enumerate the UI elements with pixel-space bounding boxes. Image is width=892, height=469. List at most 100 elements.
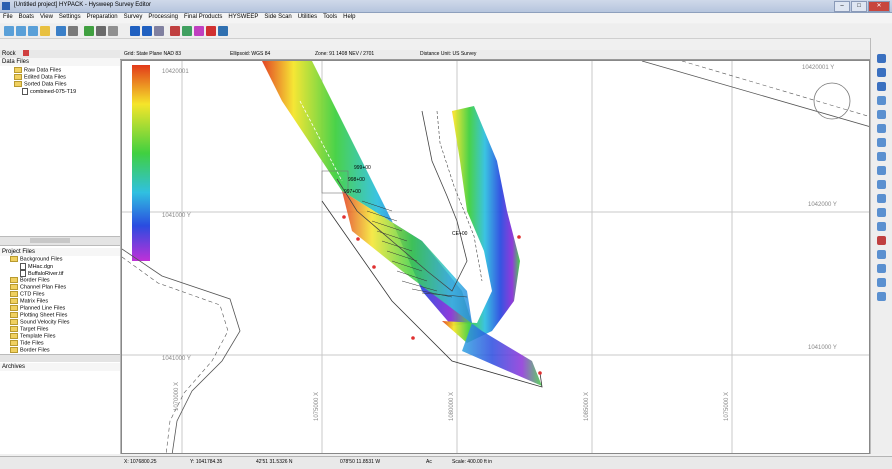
file-icon (20, 270, 26, 277)
menu-hysweep[interactable]: HYSWEEP (228, 14, 259, 20)
menu-side-scan[interactable]: Side Scan (264, 14, 292, 20)
menu-utilities[interactable]: Utilities (297, 14, 318, 20)
tree-label: Raw Data Files (24, 67, 62, 74)
north-icon[interactable] (877, 166, 886, 175)
tree-matrix-files[interactable]: Matrix Files (10, 298, 48, 305)
tree-tide-files[interactable]: Tide Files (10, 340, 44, 347)
map-tools-toolbar (870, 38, 892, 454)
tree-label: Planned Line Files (20, 305, 66, 312)
open-icon[interactable] (16, 26, 26, 36)
color-icon[interactable] (194, 26, 204, 36)
status-lon: 078'50 11.8531 W (340, 459, 381, 465)
tree-combined-file[interactable]: combined-075-T19 (22, 88, 76, 96)
delete-icon[interactable] (206, 26, 216, 36)
grid-icon[interactable] (170, 26, 180, 36)
new-icon[interactable] (4, 26, 14, 36)
zoom-out-icon[interactable] (142, 26, 152, 36)
marker-circle (813, 82, 851, 120)
x-label: 1080000 X (449, 391, 455, 421)
folder-icon (10, 326, 18, 332)
survey-icon[interactable] (84, 26, 94, 36)
tree-raw-data[interactable]: Raw Data Files (14, 67, 61, 74)
close-button[interactable]: ✕ (868, 1, 890, 12)
folder-icon (10, 291, 18, 297)
edit-icon[interactable] (96, 26, 106, 36)
horizontal-scrollbar[interactable] (0, 236, 120, 246)
x-label: 1085000 X (584, 391, 590, 421)
tree-planned-line-files[interactable]: Planned Line Files (10, 305, 65, 312)
tree-mhac-file[interactable]: MHac.dgn (20, 263, 53, 271)
grid-info: Grid: State Plane NAD 83 (124, 51, 181, 57)
station-label: 999+00 (354, 165, 371, 171)
measure-icon[interactable] (877, 110, 886, 119)
menu-final-products[interactable]: Final Products (184, 14, 223, 20)
layers-icon[interactable] (182, 26, 192, 36)
save-icon[interactable] (28, 26, 38, 36)
tree-border-files[interactable]: Border Files (10, 277, 50, 284)
print-icon[interactable] (108, 26, 118, 36)
tree-label: Sound Velocity Files (20, 319, 70, 326)
status-bar: X: 1076800.25 Y: 1041784.35 42'51 31.532… (0, 456, 892, 469)
tree-buffalo-file[interactable]: BuffaloRiver.tif (20, 270, 63, 278)
boundary-line (122, 248, 241, 453)
scale-icon[interactable] (877, 278, 886, 287)
tree-channel-plan-files[interactable]: Channel Plan Files (10, 284, 66, 291)
target-icon[interactable] (877, 194, 886, 203)
refresh-icon[interactable] (877, 124, 886, 133)
settings-icon[interactable] (68, 26, 78, 36)
tree-border-files-2[interactable]: Border Files (10, 347, 50, 354)
export-icon[interactable] (218, 26, 228, 36)
tree-sorted-data[interactable]: Sorted Data Files (14, 81, 67, 88)
label-icon[interactable] (877, 250, 886, 259)
panel-title-text: Rock (2, 51, 16, 57)
pan-icon[interactable] (877, 96, 886, 105)
panel-title: Rock (0, 50, 120, 58)
outer-outline (321, 200, 543, 388)
grid-label: 1041000 Y (162, 213, 191, 219)
folder-icon[interactable] (40, 26, 50, 36)
menu-processing[interactable]: Processing (148, 14, 179, 20)
maximize-button[interactable]: □ (851, 1, 867, 12)
minimize-button[interactable]: – (834, 1, 850, 12)
zoom-icon[interactable] (877, 68, 886, 77)
file-icon (22, 88, 28, 95)
center-icon[interactable] (877, 138, 886, 147)
info-icon[interactable] (877, 292, 886, 301)
tree-target-files[interactable]: Target Files (10, 326, 48, 333)
tree-template-files[interactable]: Template Files (10, 333, 55, 340)
pencil-icon[interactable] (877, 208, 886, 217)
arrow-icon[interactable] (877, 222, 886, 231)
menu-preparation[interactable]: Preparation (86, 14, 118, 20)
menu-settings[interactable]: Settings (58, 14, 81, 20)
menu-tools[interactable]: Tools (323, 14, 338, 20)
tree-plotting-sheet-files[interactable]: Plotting Sheet Files (10, 312, 67, 319)
grid-toggle-icon[interactable] (877, 264, 886, 273)
menu-boats[interactable]: Boats (18, 14, 35, 20)
zoom-in-icon[interactable] (130, 26, 140, 36)
pan-icon[interactable] (154, 26, 164, 36)
horizontal-scrollbar-2[interactable] (0, 354, 120, 362)
menu-survey[interactable]: Survey (123, 14, 143, 20)
tree-edited-data[interactable]: Edited Data Files (14, 74, 66, 81)
tree-background-files[interactable]: Background Files (10, 256, 63, 263)
rotate-icon[interactable] (877, 152, 886, 161)
menu-file[interactable]: File (3, 14, 13, 20)
tree-ctd-files[interactable]: CTD Files (10, 291, 44, 298)
title-bar: [Untitled project] HYPACK - Hysweep Surv… (0, 0, 892, 13)
boat-icon[interactable] (56, 26, 66, 36)
compass-icon[interactable] (877, 180, 886, 189)
menu-help[interactable]: Help (343, 14, 356, 20)
tree-sound-velocity-files[interactable]: Sound Velocity Files (10, 319, 70, 326)
close-panel-icon[interactable] (23, 50, 30, 57)
cursor-icon[interactable] (877, 54, 886, 63)
zone-info: Zone: 91 1408 NEV / 2701 (315, 51, 375, 57)
tree-label: Matrix Files (20, 298, 49, 305)
menu-view[interactable]: View (40, 14, 53, 20)
status-scale: Scale: 400.00 ft in (452, 459, 493, 465)
map-canvas[interactable]: 10420001 1041000 Y 10420001 Y 1041000 Y … (121, 60, 870, 454)
marker-icon[interactable] (877, 236, 886, 245)
ellipsoid-info: Ellipsoid: WGS 84 (230, 51, 271, 57)
folder-icon (10, 340, 18, 346)
scrollbar-thumb[interactable] (30, 238, 70, 243)
zoom-window-icon[interactable] (877, 82, 886, 91)
